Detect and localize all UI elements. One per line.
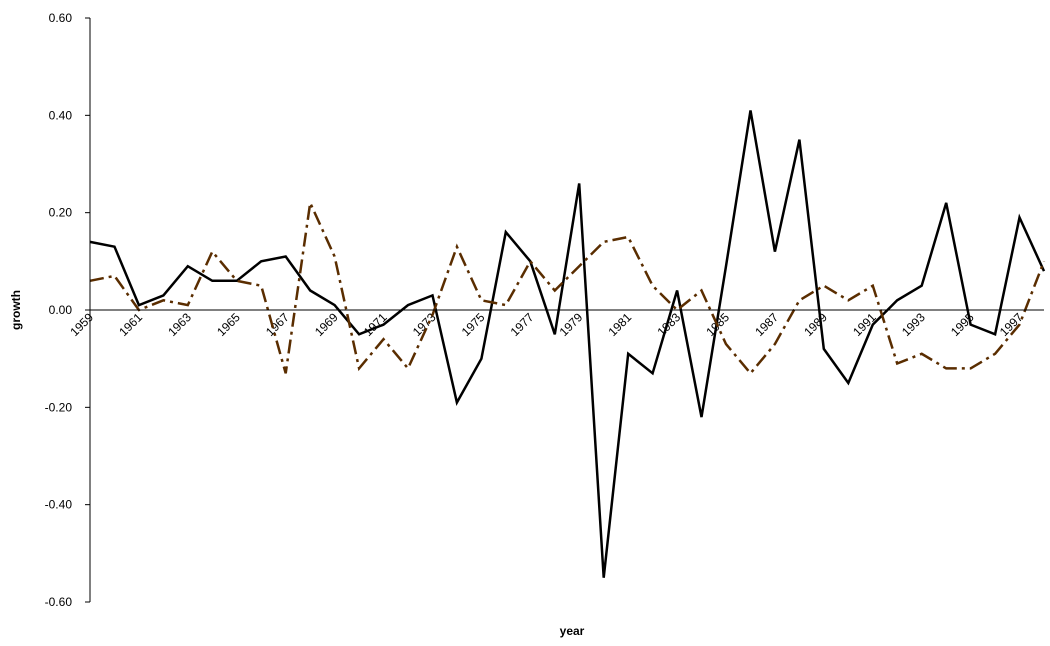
y-axis-title: growth — [9, 290, 23, 330]
y-tick-label: 0.20 — [49, 206, 73, 220]
y-tick-label: -0.20 — [45, 400, 73, 414]
x-tick-label: 1987 — [752, 310, 781, 339]
series-line-1 — [90, 111, 1044, 578]
x-tick-label: 1977 — [508, 310, 537, 339]
y-tick-label: -0.60 — [45, 595, 73, 609]
x-tick-label: 1967 — [263, 310, 292, 339]
y-tick-label: 0.40 — [49, 108, 73, 122]
x-tick-label: 1975 — [459, 310, 488, 339]
x-axis-title: year — [560, 624, 585, 638]
x-tick-label: 1991 — [850, 310, 879, 339]
series-layer — [90, 111, 1044, 578]
x-tick-label: 1963 — [165, 310, 194, 339]
x-tick-label: 1981 — [605, 310, 634, 339]
y-axis-ticks: 0.60 0.40 0.20 0.00 -0.20 -0.40 -0.60 — [45, 11, 90, 609]
x-tick-label: 1961 — [116, 310, 145, 339]
x-tick-label: 1965 — [214, 310, 243, 339]
x-tick-label: 1969 — [312, 310, 341, 339]
y-tick-label: 0.00 — [49, 303, 73, 317]
x-tick-label: 1989 — [801, 310, 830, 339]
series-line-2 — [90, 203, 1044, 373]
x-tick-label: 1979 — [557, 310, 586, 339]
y-tick-label: -0.40 — [45, 498, 73, 512]
y-tick-label: 0.60 — [49, 11, 73, 25]
x-tick-label: 1993 — [899, 310, 928, 339]
